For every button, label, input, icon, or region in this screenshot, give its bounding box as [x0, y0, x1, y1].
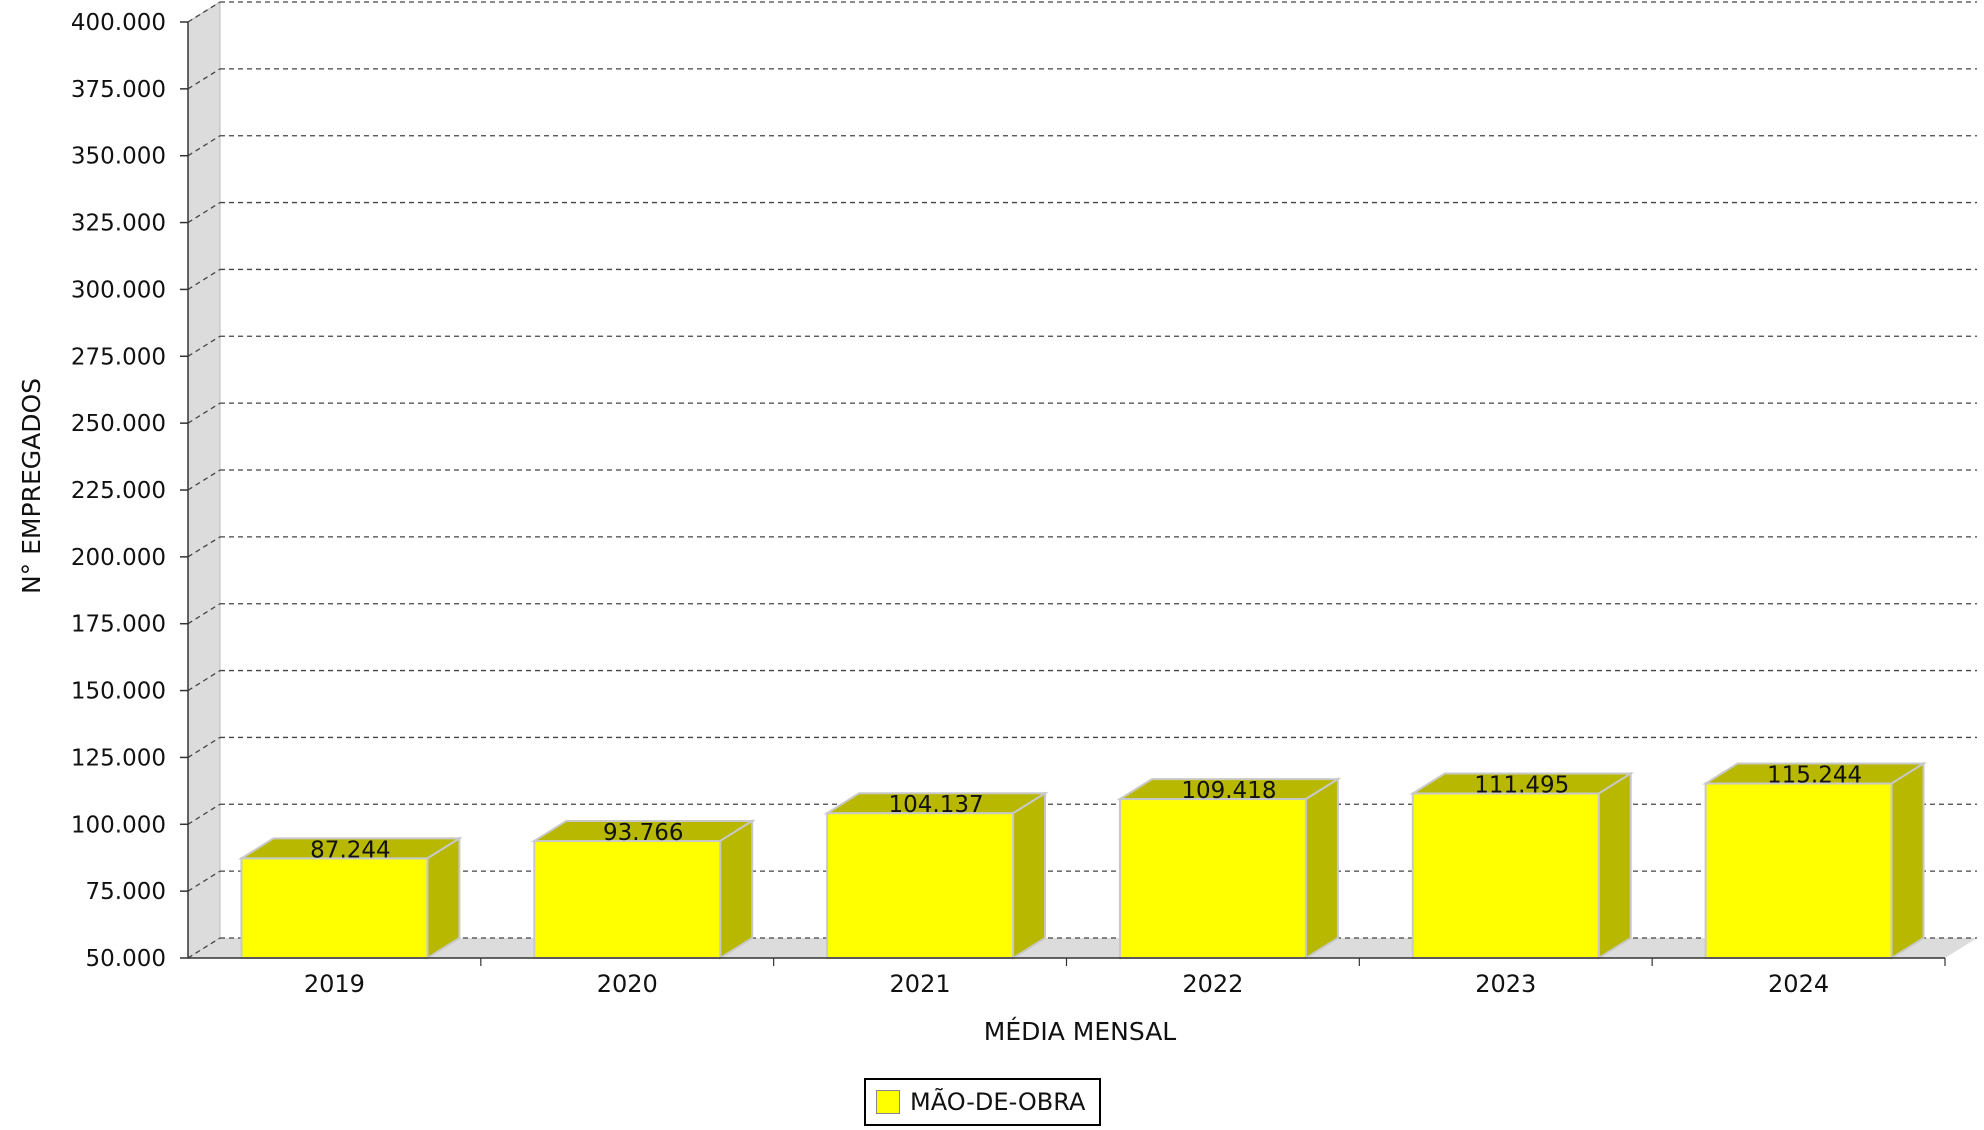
y-axis-title: N° EMPREGADOS [17, 378, 46, 594]
y-tick-label: 50.000 [86, 946, 166, 972]
gridline-diagonal [187, 268, 221, 290]
bar [1704, 782, 1893, 960]
legend: MÃO-DE-OBRA [864, 1078, 1102, 1126]
x-axis-title: MÉDIA MENSAL [984, 1017, 1177, 1046]
y-tick-label: 275.000 [71, 344, 166, 370]
gridline-diagonal [187, 670, 221, 692]
bar-side [1597, 771, 1632, 960]
y-tick-label: 200.000 [71, 545, 166, 571]
gridline-diagonal [187, 870, 221, 892]
bar [1118, 798, 1307, 960]
gridlines [187, 1, 1977, 959]
y-tick-label: 75.000 [86, 879, 166, 905]
bar-side [1304, 777, 1339, 960]
y-tick-label: 375.000 [71, 77, 166, 103]
gridline-diagonal [187, 937, 221, 959]
y-tick-label: 225.000 [71, 478, 166, 504]
value-label: 104.137 [889, 792, 984, 818]
bar-side [1012, 791, 1047, 960]
x-axis-categories: 2019 2020 2021 2022 2023 2024 [188, 957, 1946, 998]
gridline-diagonal [187, 469, 221, 491]
y-tick-label: 175.000 [71, 612, 166, 638]
bar-side [426, 836, 461, 960]
legend-swatch-mao-de-obra [876, 1090, 900, 1114]
value-label: 93.766 [603, 820, 683, 846]
bars: 87.244 93.766 104.137 109.418 111.495 115.244 [237, 761, 1928, 960]
x-tick-label: 2023 [1475, 970, 1536, 998]
value-label: 111.495 [1474, 773, 1569, 799]
bar [826, 812, 1015, 959]
y-tick-label: 325.000 [71, 211, 166, 237]
x-tick-label: 2021 [890, 970, 951, 998]
gridline-diagonal [187, 803, 221, 825]
y-tick-label: 400.000 [71, 10, 166, 36]
bar [240, 857, 429, 960]
bar-side [719, 819, 754, 960]
value-label: 109.418 [1181, 778, 1276, 804]
y-tick-label: 100.000 [71, 812, 166, 838]
bar [1411, 792, 1600, 959]
y-tick-label: 300.000 [71, 277, 166, 303]
gridline-diagonal [187, 736, 221, 758]
y-tick-label: 125.000 [71, 745, 166, 771]
gridline-diagonal [187, 402, 221, 424]
x-tick-label: 2024 [1768, 970, 1829, 998]
y-tick-label: 250.000 [71, 411, 166, 437]
bar-side [1890, 761, 1925, 960]
gridline-diagonal [187, 536, 221, 558]
value-label: 87.244 [310, 837, 390, 863]
gridline-diagonal [187, 135, 221, 157]
y-axis-ticks: 50.000 75.000 100.000 125.000 150.000 175.000… [71, 10, 189, 972]
x-tick-label: 2022 [1182, 970, 1243, 998]
value-label: 115.244 [1767, 763, 1862, 789]
bar [533, 839, 722, 959]
y-tick-label: 150.000 [71, 679, 166, 705]
x-tick-label: 2019 [304, 970, 365, 998]
y-tick-label: 350.000 [71, 144, 166, 170]
gridline-diagonal [187, 202, 221, 224]
x-tick-label: 2020 [597, 970, 658, 998]
legend-label: MÃO-DE-OBRA [910, 1088, 1086, 1116]
gridline-diagonal [187, 603, 221, 625]
gridline-diagonal [187, 1, 221, 23]
gridline-diagonal [187, 335, 221, 357]
gridline-diagonal [187, 68, 221, 90]
